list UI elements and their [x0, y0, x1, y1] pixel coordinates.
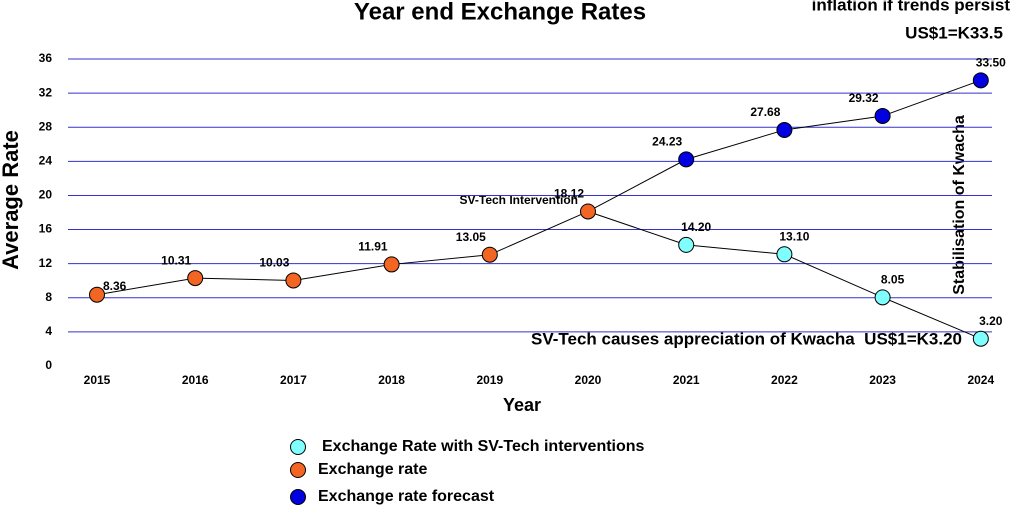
- data-label: 3.20: [979, 314, 1003, 328]
- data-label: 8.05: [881, 273, 905, 287]
- markers: [89, 72, 989, 347]
- x-tick-label: 2019: [476, 373, 503, 387]
- x-axis-label: Year: [503, 395, 541, 415]
- x-tick-label: 2018: [378, 373, 405, 387]
- legend-label: Exchange rate forecast: [318, 488, 495, 505]
- legend-marker: [290, 489, 306, 505]
- data-label: 14.20: [681, 220, 711, 234]
- data-point: [187, 270, 204, 287]
- y-tick-label: 12: [39, 256, 53, 270]
- chart-title: Year end Exchange Rates: [354, 0, 646, 25]
- data-label: 33.50: [976, 55, 1006, 69]
- y-tick-label: 24: [39, 154, 53, 168]
- y-tick-label: 8: [45, 290, 52, 304]
- data-point: [481, 246, 498, 263]
- data-point: [383, 256, 400, 273]
- annotation: inflation if trends persist: [812, 0, 1011, 14]
- data-label: 13.10: [779, 229, 809, 243]
- annotation: SV-Tech causes appreciation of Kwacha US…: [531, 329, 962, 348]
- series-line: [686, 244, 981, 340]
- data-label: 8.36: [103, 279, 127, 293]
- data-point: [972, 72, 989, 89]
- data-label: 18.12: [554, 187, 584, 201]
- lines: [96, 79, 981, 340]
- data-label: 11.91: [358, 240, 388, 254]
- y-tick-label: 0: [45, 358, 52, 372]
- data-point: [580, 203, 596, 220]
- y-tick-label: 36: [39, 51, 53, 65]
- annotation: SV-Tech Intervention: [460, 193, 578, 207]
- y-tick-label: 20: [39, 188, 53, 202]
- y-tick-label: 16: [39, 222, 53, 236]
- legend-marker: [290, 439, 306, 455]
- y-tick-label: 32: [39, 85, 53, 99]
- data-label: 13.05: [456, 230, 486, 244]
- data-point: [776, 246, 793, 263]
- data-point: [678, 236, 695, 253]
- legend-marker: [290, 462, 306, 478]
- x-tick-label: 2023: [869, 373, 896, 387]
- legend-label: Exchange Rate with SV-Tech interventions: [322, 438, 645, 455]
- series-line: [686, 79, 981, 160]
- data-point: [89, 286, 105, 303]
- data-point: [678, 151, 695, 168]
- connector-line: [587, 158, 687, 212]
- data-point: [874, 289, 891, 306]
- legend-label: Exchange rate: [318, 461, 427, 478]
- data-label: 10.03: [259, 256, 289, 270]
- data-label: 10.31: [161, 253, 191, 267]
- series-line: [96, 211, 589, 296]
- x-tick-label: 2024: [967, 373, 994, 387]
- y-tick-label: 28: [39, 119, 53, 133]
- data-point: [972, 330, 989, 347]
- connector-line: [587, 211, 687, 246]
- x-tick-label: 2020: [575, 373, 602, 387]
- data-point: [285, 272, 302, 289]
- annotation: US$1=K33.5: [905, 23, 1003, 42]
- x-tick-label: 2017: [280, 373, 307, 387]
- y-axis-label: Average Rate: [0, 130, 23, 270]
- data-point: [776, 121, 793, 138]
- x-tick-label: 2021: [673, 373, 700, 387]
- x-tick-label: 2022: [771, 373, 798, 387]
- data-label: 29.32: [849, 91, 879, 105]
- data-point: [874, 107, 891, 124]
- data-label: 24.23: [652, 135, 682, 149]
- annotation: Stabilisation of Kwacha: [951, 115, 968, 295]
- y-tick-label: 4: [45, 324, 52, 338]
- data-label: 27.68: [750, 105, 780, 119]
- x-tick-label: 2016: [182, 373, 209, 387]
- x-tick-label: 2015: [84, 373, 111, 387]
